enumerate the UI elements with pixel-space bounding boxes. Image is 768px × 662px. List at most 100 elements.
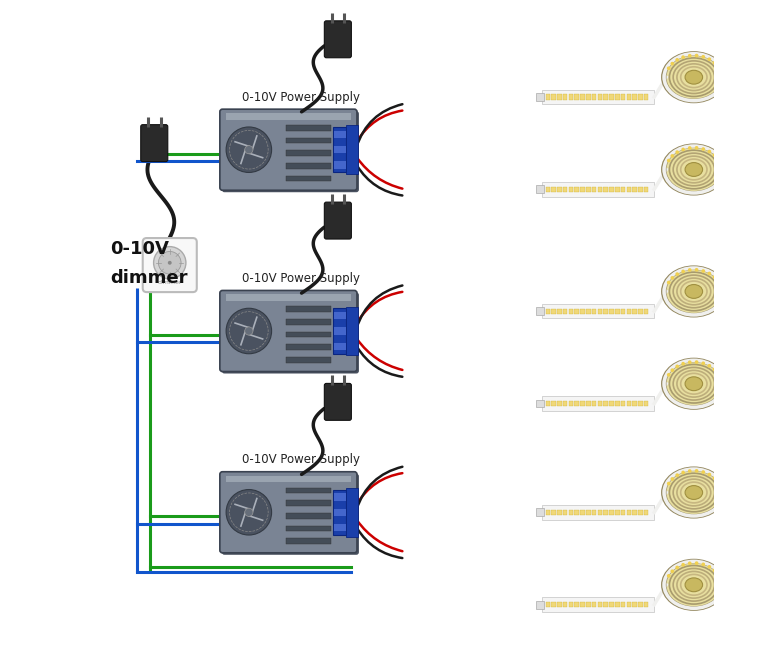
Bar xyxy=(557,401,561,406)
Circle shape xyxy=(720,383,723,386)
Circle shape xyxy=(719,81,722,85)
Bar xyxy=(574,602,579,607)
Bar xyxy=(644,510,648,515)
Circle shape xyxy=(719,496,722,500)
Bar xyxy=(551,308,556,314)
Bar xyxy=(286,488,330,493)
Bar xyxy=(542,597,654,612)
FancyBboxPatch shape xyxy=(222,293,359,373)
Bar xyxy=(638,602,643,607)
Bar xyxy=(615,510,620,515)
Circle shape xyxy=(719,163,723,167)
FancyBboxPatch shape xyxy=(220,109,357,190)
Bar xyxy=(551,401,556,406)
Bar xyxy=(609,95,614,99)
Ellipse shape xyxy=(685,70,703,84)
Bar xyxy=(586,95,591,99)
Circle shape xyxy=(701,470,705,474)
Bar xyxy=(333,308,346,354)
Bar xyxy=(542,304,654,318)
Circle shape xyxy=(675,365,679,368)
Circle shape xyxy=(688,54,691,58)
Circle shape xyxy=(168,261,172,265)
Bar xyxy=(609,401,614,406)
Circle shape xyxy=(707,58,711,61)
Bar xyxy=(581,95,585,99)
Circle shape xyxy=(716,301,720,304)
Bar xyxy=(638,401,643,406)
Bar xyxy=(621,187,625,192)
Circle shape xyxy=(695,469,698,473)
FancyBboxPatch shape xyxy=(220,472,357,553)
Circle shape xyxy=(667,159,670,162)
Bar xyxy=(535,508,544,516)
Bar xyxy=(535,400,544,408)
Circle shape xyxy=(713,61,717,65)
Circle shape xyxy=(688,146,691,150)
Text: 0-10V Power Supply: 0-10V Power Supply xyxy=(242,272,360,285)
Circle shape xyxy=(701,55,705,59)
FancyBboxPatch shape xyxy=(141,124,167,162)
Ellipse shape xyxy=(663,52,725,102)
Circle shape xyxy=(719,589,722,592)
Bar xyxy=(604,187,608,192)
Bar xyxy=(632,187,637,192)
Circle shape xyxy=(713,153,717,157)
Bar xyxy=(638,510,643,515)
Circle shape xyxy=(245,327,253,335)
Ellipse shape xyxy=(685,486,703,499)
Bar xyxy=(542,182,654,197)
Circle shape xyxy=(719,388,722,391)
Circle shape xyxy=(688,561,691,565)
Bar xyxy=(644,187,648,192)
Circle shape xyxy=(667,373,670,377)
Circle shape xyxy=(719,71,723,74)
Circle shape xyxy=(675,473,679,477)
Bar xyxy=(621,308,625,314)
Bar xyxy=(542,90,654,104)
Circle shape xyxy=(720,491,723,495)
Bar xyxy=(334,328,346,334)
Bar xyxy=(563,187,568,192)
Circle shape xyxy=(667,281,670,285)
Bar xyxy=(286,500,330,506)
Circle shape xyxy=(716,502,720,505)
Bar xyxy=(615,308,620,314)
Bar xyxy=(557,187,561,192)
Circle shape xyxy=(707,473,711,477)
Bar xyxy=(598,602,602,607)
Bar xyxy=(574,95,579,99)
Circle shape xyxy=(681,471,685,474)
Text: 0-10V Power Supply: 0-10V Power Supply xyxy=(242,453,360,467)
Bar xyxy=(586,308,591,314)
Text: 0-10V Power Supply: 0-10V Power Supply xyxy=(242,91,360,104)
Ellipse shape xyxy=(685,578,703,592)
Circle shape xyxy=(720,583,723,587)
FancyBboxPatch shape xyxy=(324,21,352,58)
Bar xyxy=(568,510,573,515)
Bar xyxy=(545,602,550,607)
Bar xyxy=(609,187,614,192)
FancyBboxPatch shape xyxy=(324,383,352,420)
Bar xyxy=(286,526,330,531)
Bar xyxy=(226,113,351,120)
Bar xyxy=(551,602,556,607)
Circle shape xyxy=(681,563,685,567)
Bar xyxy=(535,185,544,193)
Bar xyxy=(286,513,330,518)
Bar xyxy=(333,127,346,173)
Bar xyxy=(627,308,631,314)
Text: dimmer: dimmer xyxy=(157,280,182,285)
Ellipse shape xyxy=(663,560,725,610)
Bar xyxy=(615,401,620,406)
Circle shape xyxy=(717,66,720,69)
Circle shape xyxy=(675,272,679,276)
Bar xyxy=(615,187,620,192)
Circle shape xyxy=(719,295,722,299)
Bar xyxy=(627,187,631,192)
Ellipse shape xyxy=(685,163,703,176)
Circle shape xyxy=(670,477,674,481)
Bar xyxy=(286,163,330,169)
Bar xyxy=(604,602,608,607)
Circle shape xyxy=(713,275,717,279)
